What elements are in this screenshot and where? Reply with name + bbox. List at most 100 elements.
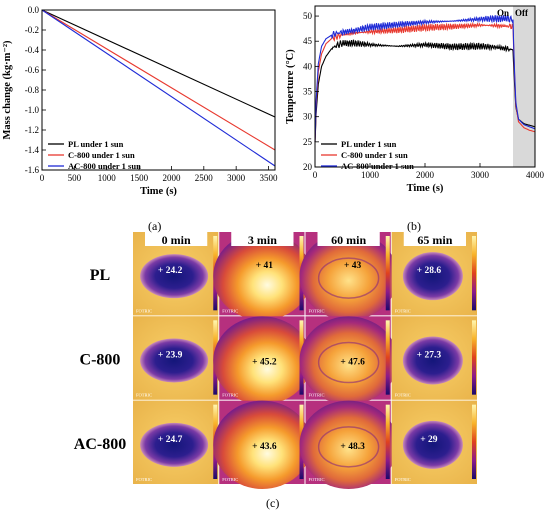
x-tick-label: 1000 <box>98 173 117 183</box>
y-tick-label: 25 <box>303 137 313 147</box>
y-tick-label: 35 <box>303 87 313 97</box>
y-tick-label: -0.2 <box>25 25 39 35</box>
camera-brand-label: FOTRIC <box>222 477 238 482</box>
camera-brand-label: FOTRIC <box>136 477 152 482</box>
y-tick-label: -1.2 <box>25 125 39 135</box>
color-scale-bar <box>472 404 476 479</box>
thermal-image: FOTRIC + 27.3 <box>391 316 477 400</box>
panel-label-b: (b) <box>407 219 421 233</box>
column-header: 0 min <box>162 233 191 247</box>
temperature-value: + 48.3 <box>340 442 365 452</box>
thermal-image: FOTRIC + 47.6 <box>299 316 398 405</box>
y-tick-label: 30 <box>303 112 313 122</box>
camera-brand-label: FOTRIC <box>309 477 325 482</box>
camera-brand-label: FOTRIC <box>222 308 238 313</box>
thermal-image: FOTRIC + 29 <box>391 400 477 484</box>
column-header-bg <box>231 232 294 246</box>
column-header: 60 min <box>331 233 366 247</box>
row-label: PL <box>90 267 110 284</box>
y-axis-label: Temperture (°C) <box>285 49 296 124</box>
thermal-image-grid: PL FOTRIC + 24.2 FOTRIC + 41 FOTRIC + 43 FOTRIC… <box>74 231 477 490</box>
column-header-bg <box>403 232 466 246</box>
series-line-2 <box>314 21 536 142</box>
y-tick-label: 45 <box>303 36 313 46</box>
temperature-value: + 43 <box>344 261 362 271</box>
chart-b: 0 1000 2000 3000 4000 20 25 30 35 40 45 50 Time (s) T… <box>285 5 545 194</box>
x-tick-label: 0 <box>40 173 45 183</box>
color-scale-bar <box>385 236 390 311</box>
temperature-value: + 24.2 <box>158 266 183 276</box>
x-tick-label: 1500 <box>130 173 149 183</box>
off-region <box>513 6 535 167</box>
sample-spot <box>213 316 312 405</box>
y-tick-label: -1.4 <box>25 145 40 155</box>
on-label: On <box>497 8 509 18</box>
x-tick-label: 2000 <box>416 170 435 180</box>
sample-ring <box>317 341 380 384</box>
camera-brand-label: FOTRIC <box>395 308 411 313</box>
temperature-value: + 28.6 <box>417 266 442 276</box>
camera-brand-label: FOTRIC <box>395 477 411 482</box>
temperature-value: + 47.6 <box>340 358 365 368</box>
x-tick-label: 4000 <box>526 170 545 180</box>
camera-brand-label: FOTRIC <box>222 393 238 398</box>
legend-label: C-800 under 1 sun <box>341 150 408 160</box>
x-tick-label: 3000 <box>471 170 490 180</box>
legend-label: C-800 under 1 sun <box>68 150 135 160</box>
sample-spot <box>299 316 398 405</box>
sample-spot <box>402 252 463 301</box>
temperature-value: + 43.6 <box>252 442 277 452</box>
sample-spot <box>299 231 398 321</box>
y-tick-label: -1.0 <box>25 105 40 115</box>
temperature-value: + 29 <box>420 435 438 445</box>
thermal-image: FOTRIC + 23.9 <box>133 316 219 400</box>
legend-label: AC-800 under 1 sun <box>68 161 141 171</box>
temperature-value: + 24.7 <box>158 435 183 445</box>
thermal-image: FOTRIC + 24.7 <box>133 400 219 484</box>
x-tick-label: 3500 <box>260 173 279 183</box>
legend-label: AC-800 under 1 sun <box>341 161 414 171</box>
row-label: AC-800 <box>74 436 126 453</box>
column-header: 65 min <box>417 233 452 247</box>
camera-brand-label: FOTRIC <box>309 393 325 398</box>
thermal-image: FOTRIC + 48.3 <box>299 400 398 490</box>
y-tick-label: 0.0 <box>28 5 40 15</box>
y-axis-label: Mass change (kg·m⁻²) <box>2 40 13 140</box>
color-scale-bar <box>385 404 390 479</box>
sample-ring <box>317 426 380 468</box>
x-axis-label: Time (s) <box>140 186 177 197</box>
series-line-1 <box>314 39 536 142</box>
series-line-3 <box>314 14 536 142</box>
y-tick-label: 20 <box>303 162 313 172</box>
temperature-value: + 45.2 <box>252 358 277 368</box>
series-line-3 <box>41 9 276 167</box>
sample-spot <box>402 420 463 469</box>
sample-ring <box>317 257 380 299</box>
sample-spot <box>140 422 209 467</box>
temperature-value: + 23.9 <box>158 351 183 361</box>
legend-label: PL under 1 sun <box>68 139 124 149</box>
temperature-value: + 41 <box>256 261 274 271</box>
y-tick-label: -1.6 <box>25 165 40 175</box>
off-label: Off <box>515 8 529 18</box>
x-tick-label: 500 <box>68 173 82 183</box>
series-line-2 <box>41 9 276 151</box>
x-axis-label: Time (s) <box>407 183 444 194</box>
column-header-bg <box>145 232 208 246</box>
camera-brand-label: FOTRIC <box>395 393 411 398</box>
column-header-bg <box>317 232 380 246</box>
y-tick-label: -0.4 <box>25 45 40 55</box>
column-header: 3 min <box>248 233 277 247</box>
panel-label-a: (a) <box>148 219 162 233</box>
camera-brand-label: FOTRIC <box>309 308 325 313</box>
y-tick-label: -0.8 <box>25 85 40 95</box>
thermal-image: FOTRIC + 43.6 <box>213 400 312 490</box>
chart-a: 0 500 1000 1500 2000 2500 3000 3500 0.0 -0.2 -0.4 -… <box>2 5 278 197</box>
color-scale-bar <box>472 236 476 311</box>
row-label: C-800 <box>80 352 121 369</box>
camera-brand-label: FOTRIC <box>136 308 152 313</box>
color-scale-bar <box>472 320 476 395</box>
legend-label: PL under 1 sun <box>341 139 397 149</box>
y-tick-label: 40 <box>303 61 313 71</box>
